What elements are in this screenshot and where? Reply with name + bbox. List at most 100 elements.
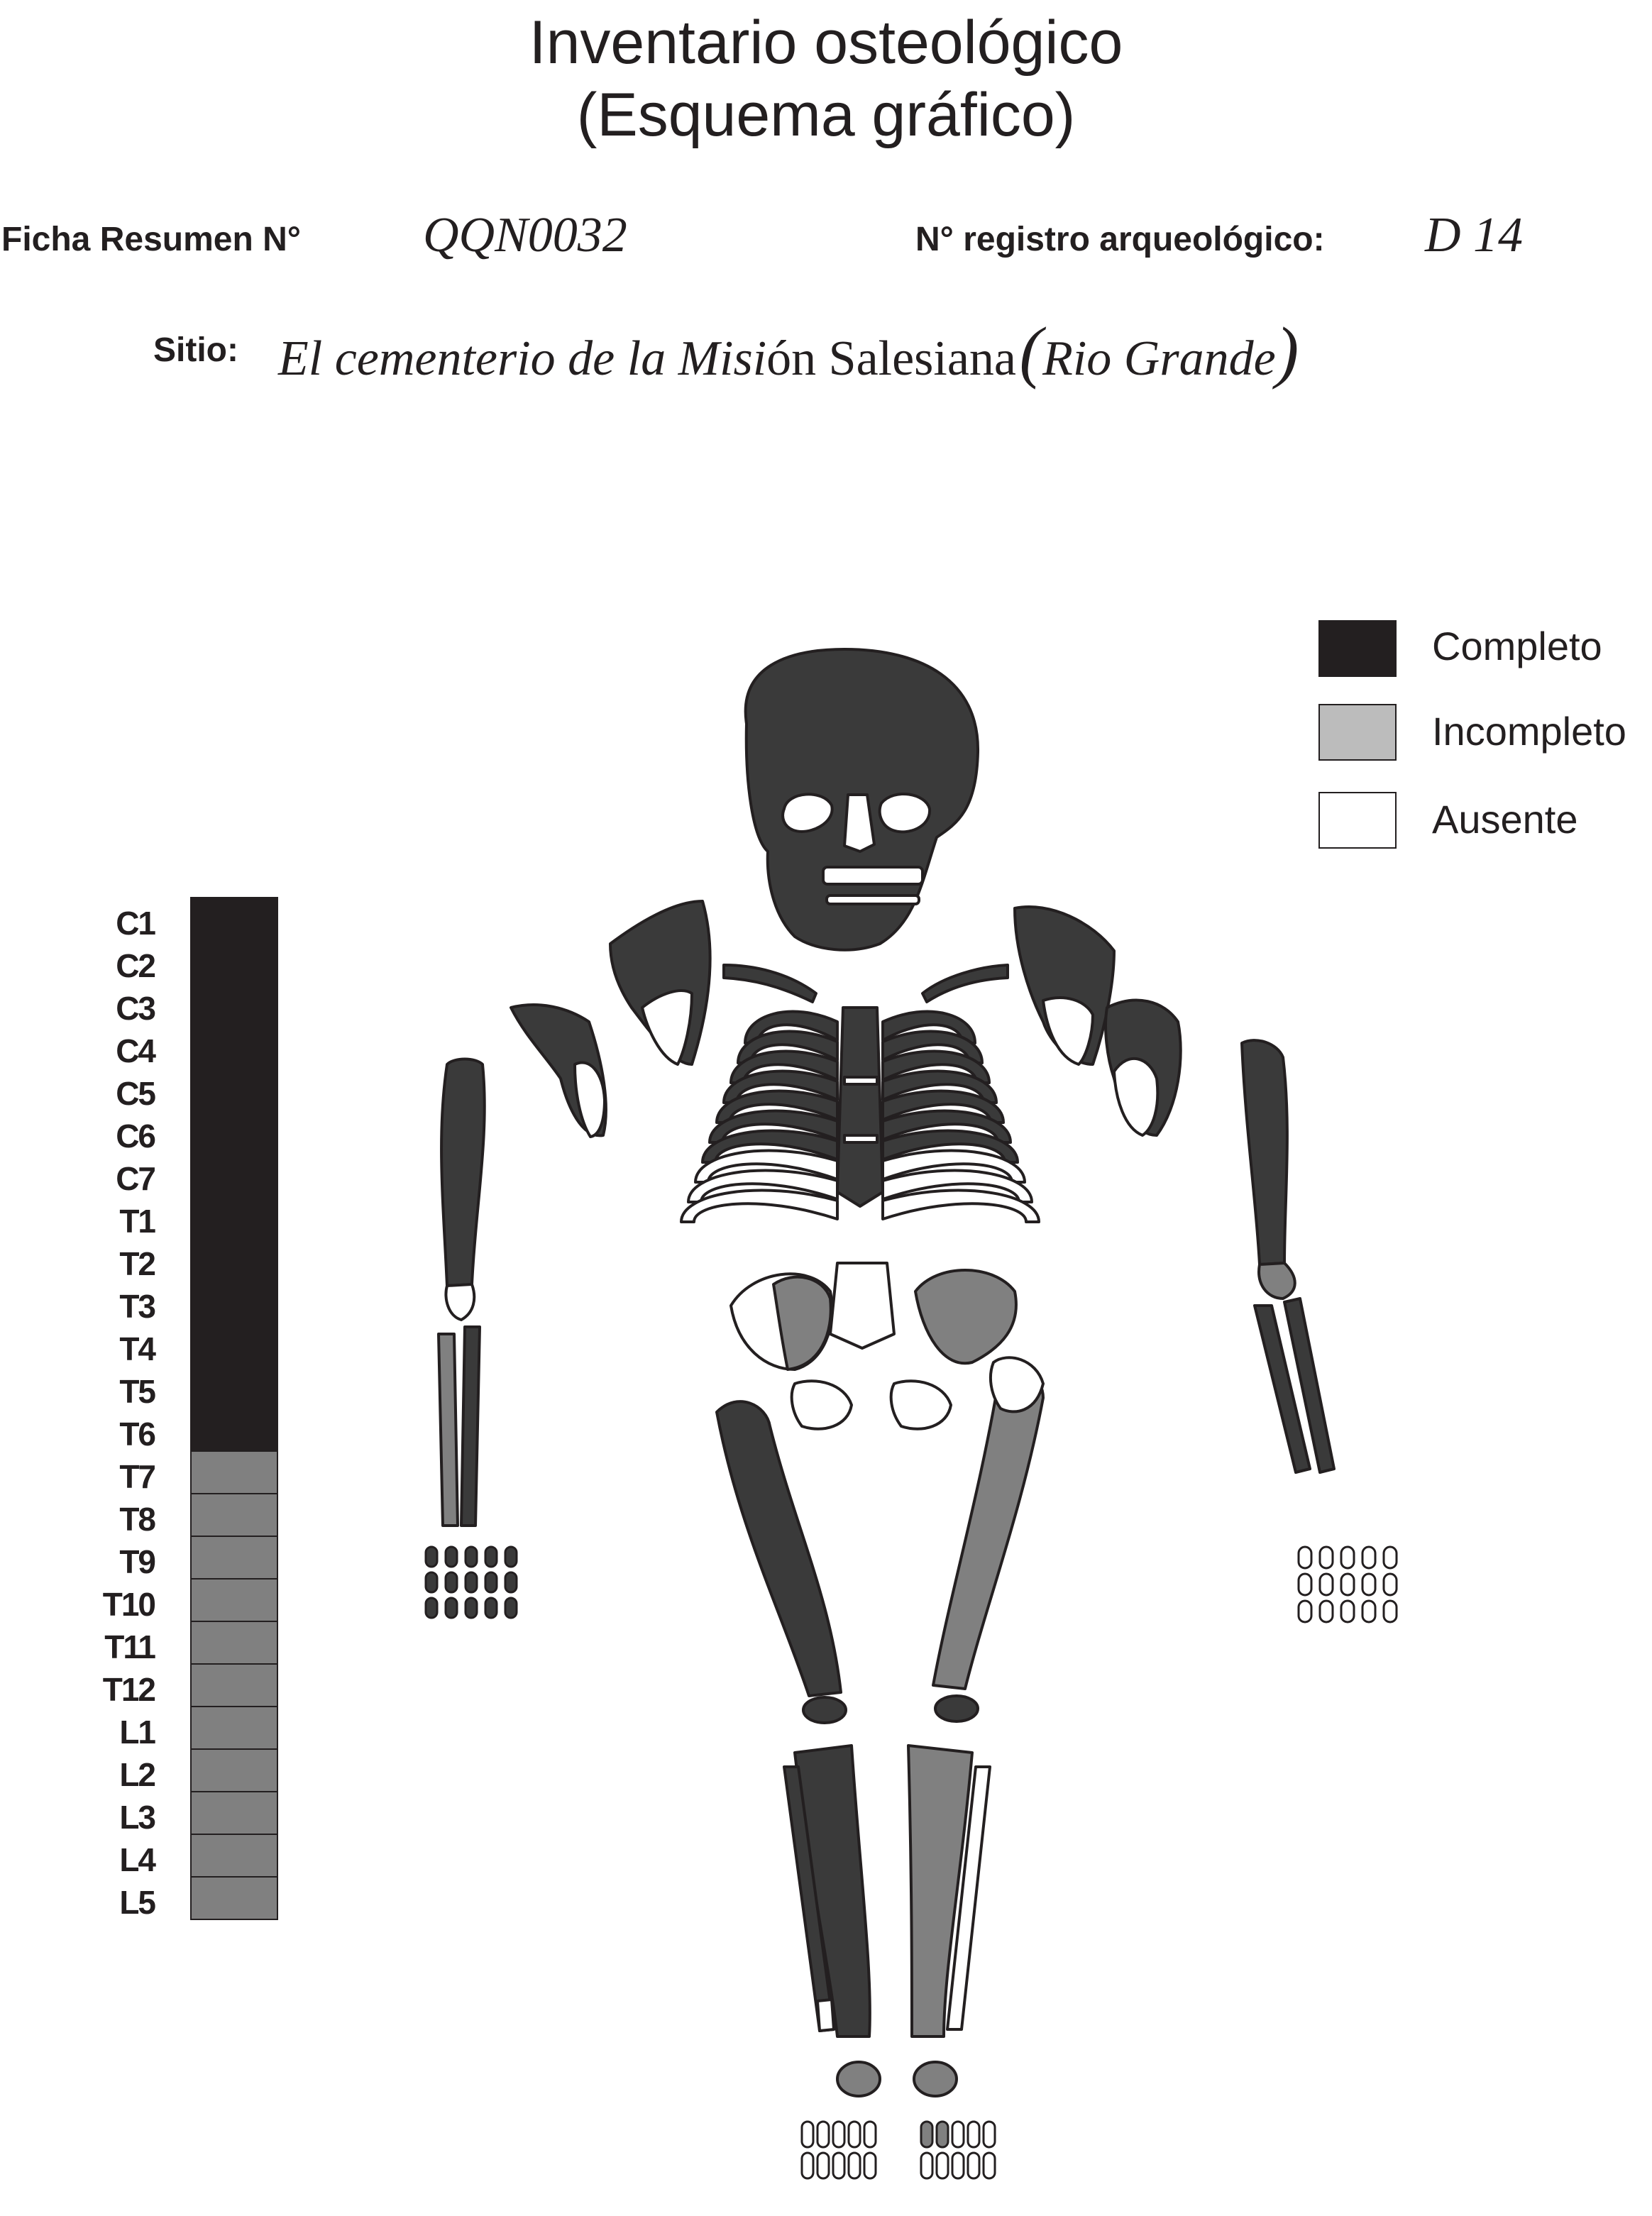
vertebra-label-t4: T4	[119, 1330, 156, 1367]
sternum-gap-2	[843, 1134, 879, 1144]
foot-left-phalanx	[816, 2120, 830, 2149]
hand-right-phalanx	[1382, 1545, 1398, 1570]
hand-left-phalanx	[484, 1571, 498, 1594]
vertebra-t11	[190, 1621, 278, 1665]
hand-left-phalanx	[444, 1571, 458, 1594]
rib-right-3	[881, 1049, 991, 1084]
foot-right-phalanx	[935, 2120, 949, 2149]
foot-right-phalanx	[951, 2120, 965, 2149]
ribs-left	[680, 1010, 839, 1223]
registro-value: D 14	[1425, 208, 1524, 263]
vertebra-label-c7: C7	[116, 1160, 156, 1197]
vertebra-label-t6: T6	[119, 1416, 156, 1452]
ilium-left-incomplete	[772, 1275, 832, 1371]
skull-nasal	[843, 793, 876, 853]
hand-right-phalanx	[1340, 1599, 1355, 1624]
scapula-right-absent	[1042, 996, 1094, 1066]
pubis-right	[889, 1379, 952, 1431]
shoulder-left-block-absent	[573, 1061, 606, 1138]
hand-left-phalanx	[504, 1597, 518, 1619]
hand-left-phalanx	[484, 1545, 498, 1568]
vertebra-label-c1: C1	[116, 905, 156, 942]
vertebra-t4	[190, 1323, 278, 1367]
clavicle-left	[722, 964, 817, 1003]
foot-left-phalanx	[816, 2151, 830, 2180]
hand-right-phalanx	[1318, 1572, 1334, 1597]
vertebra-label-l4: L4	[119, 1841, 156, 1878]
ribs-right	[881, 1010, 1040, 1223]
legend-label-completo: Completo	[1432, 624, 1602, 668]
hand-left-phalanx	[464, 1571, 478, 1594]
ficha-label: Ficha Resumen N°	[1, 221, 301, 258]
humerus-left-absent	[444, 1283, 476, 1321]
sitio-paren-text: Rio Grande	[1042, 331, 1276, 386]
sacrum	[829, 1262, 896, 1350]
scapula-left-absent	[641, 989, 693, 1066]
hand-left-phalanx	[424, 1597, 439, 1619]
vertebra-label-t12: T12	[102, 1671, 156, 1708]
hand-left-phalanx	[464, 1545, 478, 1568]
humerus-right	[1240, 1039, 1289, 1266]
pubis-left	[790, 1379, 853, 1431]
sitio-paren-open: (	[1019, 314, 1043, 390]
hand-right-phalanx	[1340, 1545, 1355, 1570]
sitio-value-italic: El cementerio de la Misi	[278, 331, 767, 386]
ficha-row: Ficha Resumen N°	[1, 220, 301, 259]
clavicle-right	[921, 964, 1009, 1003]
hand-left-phalanx	[504, 1545, 518, 1568]
hand-right-phalanx	[1297, 1545, 1313, 1570]
foot-left-phalanx	[832, 2120, 846, 2149]
vertebra-label-t9: T9	[119, 1543, 156, 1580]
foot-left-phalanx	[800, 2120, 815, 2149]
humerus-right-incomplete	[1257, 1262, 1296, 1300]
hand-left-phalanx	[444, 1597, 458, 1619]
vertebra-t3	[190, 1280, 278, 1324]
hand-right-phalanx	[1318, 1599, 1334, 1624]
vertebra-label-l1: L1	[119, 1714, 156, 1751]
vertebra-label-c6: C6	[116, 1118, 156, 1154]
femur-right	[932, 1366, 1045, 1690]
hand-right-phalanx	[1361, 1599, 1377, 1624]
vertebra-label-t7: T7	[119, 1458, 156, 1495]
vertebra-label-t5: T5	[119, 1373, 156, 1410]
hand-right-phalanx	[1382, 1599, 1398, 1624]
vertebra-t12	[190, 1663, 278, 1707]
hand-right-phalanx	[1297, 1599, 1313, 1624]
radius-right	[1253, 1304, 1311, 1474]
hand-right-phalanx	[1297, 1572, 1313, 1597]
tibia-right	[907, 1744, 974, 2038]
foot-right-phalanx	[951, 2151, 965, 2180]
vertebra-label-c5: C5	[116, 1075, 156, 1112]
vertebral-column	[190, 897, 278, 1920]
vertebra-label-t1: T1	[119, 1203, 156, 1240]
vertebra-c2	[190, 939, 278, 983]
rib-left-10	[680, 1189, 839, 1223]
vertebra-c7	[190, 1152, 278, 1196]
vertebra-label-t8: T8	[119, 1501, 156, 1538]
vertebra-label-t10: T10	[102, 1586, 156, 1623]
small-bones	[424, 1545, 1398, 2180]
foot-left-phalanx	[832, 2151, 846, 2180]
foot-left-phalanx	[847, 2151, 861, 2180]
foot-left-phalanx	[847, 2120, 861, 2149]
hand-left-phalanx	[484, 1597, 498, 1619]
hand-left-phalanx	[424, 1571, 439, 1594]
vertebra-label-c4: C4	[116, 1032, 156, 1069]
legend-label-ausente: Ausente	[1432, 797, 1578, 842]
sternum	[836, 1006, 884, 1208]
sitio-value-row: El cementerio de la Misión Salesiana (Ri…	[278, 312, 1299, 392]
hand-left-phalanx	[464, 1597, 478, 1619]
patella-left	[802, 1696, 847, 1724]
hand-right-phalanx	[1318, 1545, 1334, 1570]
vertebra-l1	[190, 1706, 278, 1750]
vertebra-t7	[190, 1450, 278, 1494]
ficha-value-row: QQN0032	[423, 207, 627, 264]
foot-right-phalanx	[935, 2151, 949, 2180]
vertebra-t10	[190, 1578, 278, 1622]
skull-orbit-left	[781, 793, 834, 833]
hand-right-phalanx	[1361, 1545, 1377, 1570]
talus-right	[913, 2061, 958, 2098]
patella-right	[934, 1694, 979, 1723]
ilium-right	[914, 1269, 1018, 1365]
legend-swatch-ausente	[1318, 792, 1397, 849]
